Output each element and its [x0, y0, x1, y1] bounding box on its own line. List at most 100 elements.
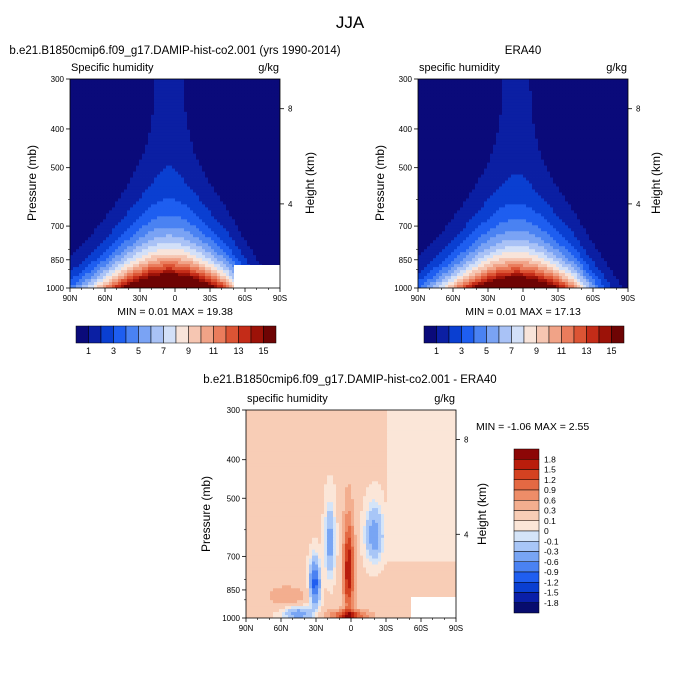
heatmap-cell	[160, 168, 164, 172]
heatmap-cell	[211, 282, 215, 286]
heatmap-cell	[505, 79, 509, 83]
heatmap-cell	[256, 105, 260, 110]
heatmap-cell	[157, 105, 161, 110]
heatmap-cell	[217, 129, 221, 134]
heatmap-cell	[208, 222, 212, 226]
heatmap-cell	[133, 228, 137, 232]
heatmap-cell	[124, 135, 128, 140]
heatmap-cell	[199, 150, 203, 155]
colorbar-swatch	[175, 325, 189, 344]
heatmap-cell	[223, 228, 227, 232]
heatmap-cell	[157, 198, 161, 202]
heatmap-cell	[148, 267, 152, 271]
heatmap-cell	[76, 132, 80, 137]
heatmap-cell	[169, 282, 173, 286]
heatmap-cell	[244, 84, 248, 89]
heatmap-cell	[241, 90, 245, 95]
heatmap-cell	[262, 144, 266, 149]
heatmap-cell	[232, 258, 236, 262]
heatmap-cell	[250, 81, 254, 86]
heatmap-cell	[112, 105, 116, 110]
heatmap-cell	[124, 132, 128, 137]
heatmap-cell	[184, 147, 188, 152]
heatmap-cell	[271, 198, 275, 202]
heatmap-cell	[247, 237, 251, 241]
heatmap-cell	[274, 156, 278, 161]
heatmap-cell	[262, 111, 266, 116]
heatmap-cell	[154, 186, 158, 190]
heatmap-cell	[247, 138, 251, 143]
heatmap-cell	[124, 219, 128, 223]
heatmap-cell	[133, 138, 137, 143]
heatmap-cell	[154, 210, 158, 214]
heatmap-cell	[70, 141, 74, 146]
heatmap-cell	[79, 273, 83, 277]
heatmap-cell	[106, 79, 110, 83]
heatmap-cell	[85, 165, 89, 169]
heatmap-cell	[196, 108, 200, 113]
heatmap-cell	[157, 99, 161, 104]
heatmap-cell	[157, 222, 161, 226]
heatmap-cell	[139, 117, 143, 122]
heatmap-cell	[112, 186, 116, 190]
heatmap-cell	[130, 273, 134, 277]
heatmap-cell	[217, 153, 221, 158]
heatmap-cell	[166, 231, 170, 235]
heatmap-cell	[139, 195, 143, 199]
heatmap-cell	[91, 249, 95, 253]
heatmap-cell	[235, 255, 239, 259]
heatmap-cell	[481, 79, 485, 83]
heatmap-cell	[70, 264, 74, 268]
heatmap-cell	[262, 180, 266, 184]
heatmap-cell	[274, 252, 278, 256]
heatmap-cell	[73, 87, 77, 92]
heatmap-cell	[133, 282, 137, 286]
heatmap-cell	[184, 79, 188, 83]
heatmap-cell	[97, 261, 101, 265]
heatmap-cell	[115, 147, 119, 152]
heatmap-cell	[259, 135, 263, 140]
heatmap-cell	[136, 225, 140, 229]
heatmap-cell	[142, 138, 146, 143]
heatmap-cell	[211, 93, 215, 98]
heatmap-cell	[190, 87, 194, 92]
heatmap-cell	[217, 213, 221, 217]
heatmap-cell	[214, 273, 218, 277]
heatmap-cell	[79, 258, 83, 262]
heatmap-cell	[262, 102, 266, 107]
heatmap-cell	[262, 189, 266, 193]
heatmap-cell	[187, 255, 191, 259]
heatmap-cell	[130, 243, 134, 247]
heatmap-cell	[76, 174, 80, 178]
heatmap-cell	[70, 84, 74, 89]
heatmap-cell	[136, 189, 140, 193]
heatmap-cell	[202, 237, 206, 241]
heatmap-cell	[91, 156, 95, 161]
heatmap-cell	[139, 141, 143, 146]
heatmap-cell	[211, 261, 215, 265]
heatmap-cell	[235, 114, 239, 119]
heatmap-cell	[172, 105, 176, 110]
heatmap-cell	[214, 249, 218, 253]
heatmap-cell	[85, 258, 89, 262]
heatmap-cell	[73, 252, 77, 256]
heatmap-cell	[166, 111, 170, 116]
heatmap-cell	[247, 156, 251, 161]
heatmap-cell	[70, 117, 74, 122]
heatmap-cell	[100, 237, 104, 241]
heatmap-cell	[133, 93, 137, 98]
heatmap-cell	[88, 186, 92, 190]
heatmap-cell	[82, 90, 86, 95]
heatmap-cell	[253, 114, 257, 119]
heatmap-cell	[100, 129, 104, 134]
heatmap-cell	[181, 132, 185, 137]
heatmap-cell	[85, 96, 89, 101]
heatmap-cell	[76, 213, 80, 217]
heatmap-cell	[181, 234, 185, 238]
heatmap-cell	[223, 168, 227, 172]
heatmap-cell	[217, 204, 221, 208]
heatmap-cell	[262, 132, 266, 137]
heatmap-cell	[157, 81, 161, 86]
heatmap-cell	[169, 108, 173, 113]
heatmap-cell	[247, 141, 251, 146]
